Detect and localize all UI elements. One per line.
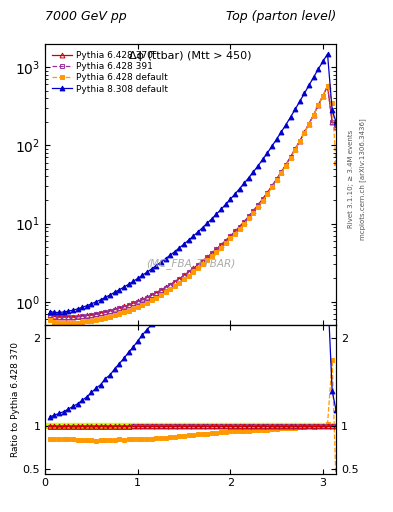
Pythia 6.428 default — [131, 306, 136, 312]
Pythia 6.428 391 — [57, 314, 61, 321]
Pythia 6.428 370 — [57, 314, 61, 320]
Pythia 8.308 default — [330, 107, 334, 113]
Pythia 8.308 default — [196, 229, 200, 235]
Y-axis label: Ratio to Pythia 6.428 370: Ratio to Pythia 6.428 370 — [11, 342, 20, 457]
Pythia 8.308 default — [251, 168, 256, 175]
Legend: Pythia 6.428 370, Pythia 6.428 391, Pythia 6.428 default, Pythia 8.308 default: Pythia 6.428 370, Pythia 6.428 391, Pyth… — [50, 48, 171, 96]
Pythia 6.428 default — [251, 209, 256, 216]
Line: Pythia 6.428 default: Pythia 6.428 default — [48, 83, 338, 325]
Pythia 6.428 391 — [186, 269, 191, 275]
Pythia 6.428 370 — [330, 119, 334, 125]
Pythia 6.428 default — [140, 302, 145, 308]
Pythia 6.428 default — [48, 317, 52, 323]
Pythia 6.428 391 — [131, 301, 136, 307]
Pythia 6.428 370 — [48, 312, 52, 318]
Pythia 6.428 391 — [196, 262, 200, 268]
Bar — [45, 423, 336, 428]
Pythia 6.428 391 — [140, 296, 145, 303]
Line: Pythia 6.428 370: Pythia 6.428 370 — [48, 84, 338, 319]
Pythia 6.428 default — [330, 100, 334, 106]
Pythia 6.428 default — [57, 319, 61, 326]
Pythia 6.428 370 — [251, 207, 256, 214]
Text: Rivet 3.1.10; ≥ 3.4M events: Rivet 3.1.10; ≥ 3.4M events — [348, 130, 354, 228]
Pythia 8.308 default — [52, 309, 57, 315]
Pythia 8.308 default — [325, 51, 330, 57]
Text: Δϕ (t̅tbar) (Mtt > 450): Δϕ (t̅tbar) (Mtt > 450) — [129, 51, 252, 60]
Pythia 8.308 default — [186, 237, 191, 243]
Pythia 6.428 370 — [196, 262, 200, 268]
Pythia 6.428 370 — [140, 296, 145, 303]
Line: Pythia 6.428 391: Pythia 6.428 391 — [48, 84, 338, 320]
Pythia 6.428 391 — [334, 124, 338, 131]
Pythia 6.428 370 — [334, 124, 338, 131]
Pythia 6.428 391 — [251, 208, 256, 214]
Pythia 8.308 default — [334, 119, 338, 125]
Pythia 6.428 370 — [325, 83, 330, 89]
Text: 7000 GeV pp: 7000 GeV pp — [45, 10, 127, 23]
Pythia 6.428 default — [186, 273, 191, 279]
Pythia 8.308 default — [131, 279, 136, 285]
Pythia 6.428 391 — [325, 83, 330, 89]
Line: Pythia 8.308 default: Pythia 8.308 default — [48, 52, 338, 315]
Pythia 6.428 default — [334, 160, 338, 166]
Pythia 6.428 391 — [48, 312, 52, 318]
Pythia 8.308 default — [140, 272, 145, 279]
Pythia 8.308 default — [48, 308, 52, 314]
Pythia 6.428 default — [196, 265, 200, 271]
Text: (MC_FBA_TTBAR): (MC_FBA_TTBAR) — [146, 258, 235, 269]
Text: Top (parton level): Top (parton level) — [226, 10, 336, 23]
Pythia 6.428 default — [325, 82, 330, 89]
Pythia 6.428 370 — [131, 300, 136, 306]
Pythia 6.428 391 — [330, 119, 334, 125]
Text: mcplots.cern.ch [arXiv:1306.3436]: mcplots.cern.ch [arXiv:1306.3436] — [360, 118, 366, 240]
Pythia 6.428 370 — [186, 269, 191, 275]
